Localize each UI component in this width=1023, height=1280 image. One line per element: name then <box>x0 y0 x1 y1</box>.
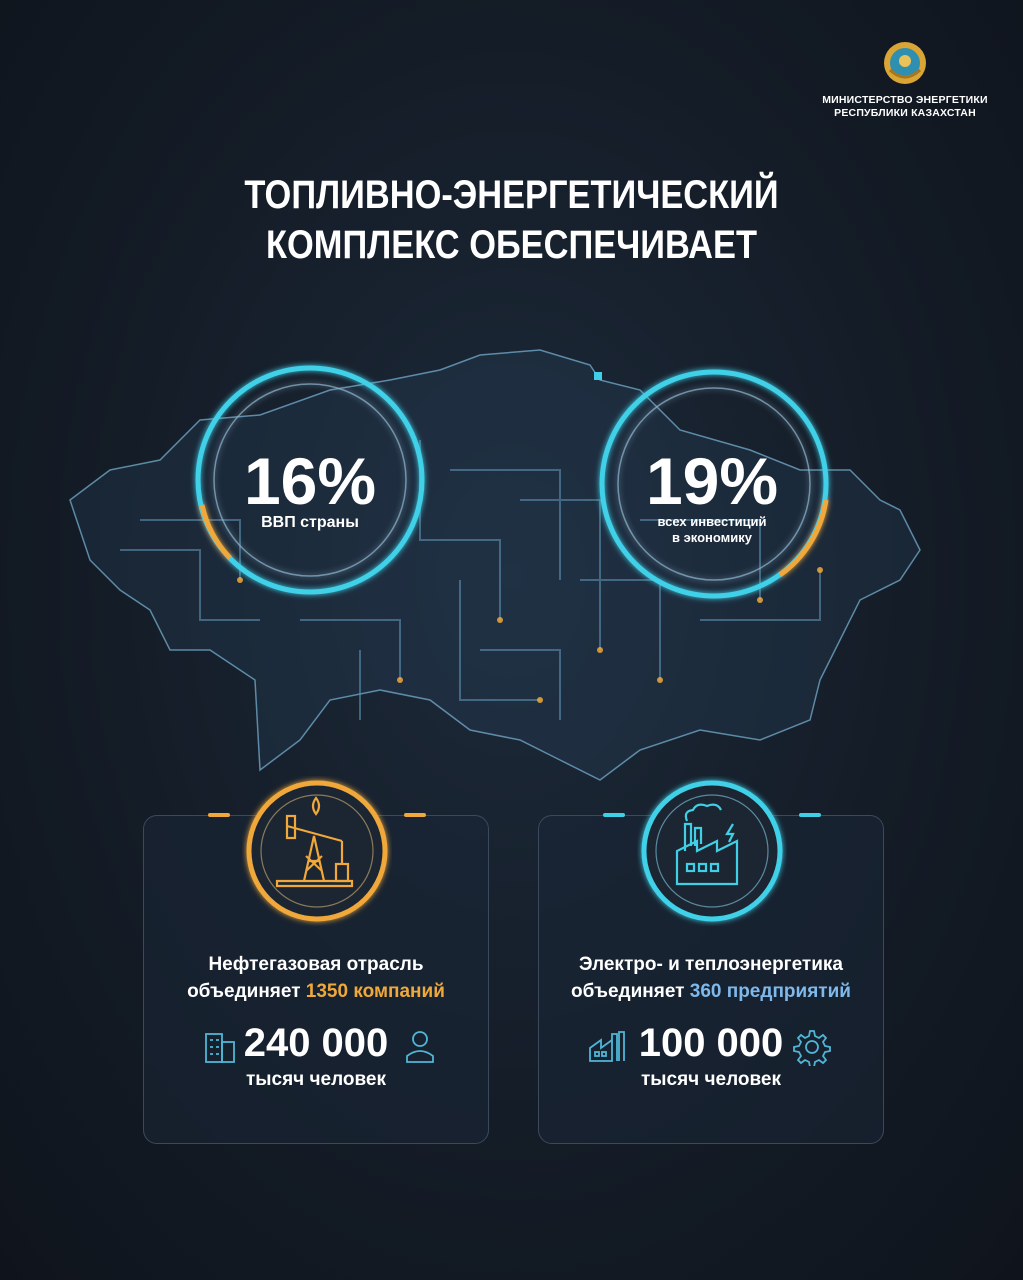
stat-gdp-label: ВВП страны <box>261 514 359 531</box>
state-emblem-icon <box>884 42 926 84</box>
accent-dash <box>208 813 230 817</box>
oil-gas-employees: 240 000 <box>243 1021 389 1065</box>
investment-ring <box>599 369 829 599</box>
ministry-name: МИНИСТЕРСТВО ЭНЕРГЕТИКИ РЕСПУБЛИКИ КАЗАХ… <box>800 94 1010 120</box>
oil-pump-derrick-icon <box>246 780 388 922</box>
accent-dash <box>603 813 625 817</box>
oil-gas-companies-count: 1350 компаний <box>305 981 445 1002</box>
power-card: Электро- и теплоэнергетика объединяет 36… <box>538 780 884 1144</box>
office-building-icon <box>205 1033 235 1063</box>
title-line2: КОМПЛЕКС ОБЕСПЕЧИВАЕТ <box>266 223 757 267</box>
person-icon <box>406 1031 434 1063</box>
oil-gas-card: Нефтегазовая отрасль объединяет 1350 ком… <box>143 780 489 1144</box>
kazakhstan-circuit-map <box>69 349 921 781</box>
stat-investment-label-1: всех инвестиций <box>657 514 767 529</box>
oil-gas-line2-prefix: объединяет <box>187 981 306 1002</box>
accent-dash <box>404 813 426 817</box>
power-plant-factory-icon <box>641 780 783 922</box>
gear-icon <box>793 1030 831 1066</box>
factory-icon <box>589 1031 625 1062</box>
stat-gdp-value: 16% <box>243 444 377 518</box>
gdp-ring <box>195 365 425 595</box>
power-unit: тысяч человек <box>640 1069 782 1090</box>
oil-gas-line2: объединяет 1350 компаний <box>144 978 488 1005</box>
stat-investment-label-2: в экономику <box>671 530 753 545</box>
power-line2: объединяет 360 предприятий <box>539 978 883 1005</box>
title-line1: ТОПЛИВНО-ЭНЕРГЕТИЧЕСКИЙ <box>244 173 779 217</box>
power-line1: Электро- и теплоэнергетика <box>579 954 843 975</box>
ministry-line2: РЕСПУБЛИКИ КАЗАХСТАН <box>834 107 976 119</box>
power-description: Электро- и теплоэнергетика объединяет 36… <box>539 951 883 1005</box>
accent-dash <box>799 813 821 817</box>
ministry-line1: МИНИСТЕРСТВО ЭНЕРГЕТИКИ <box>822 94 988 106</box>
stat-gdp: 16% ВВП страны <box>200 448 420 532</box>
map-outline <box>69 349 921 781</box>
page-title: ТОПЛИВНО-ЭНЕРГЕТИЧЕСКИЙ КОМПЛЕКС ОБЕСПЕЧ… <box>72 170 952 270</box>
oil-gas-line1: Нефтегазовая отрасль <box>208 954 424 975</box>
stat-investment: 19% всех инвестиций в экономику <box>602 448 822 546</box>
power-enterprises-count: 360 предприятий <box>689 981 851 1002</box>
stat-investment-value: 19% <box>645 444 779 518</box>
oil-gas-unit: тысяч человек <box>245 1069 387 1090</box>
power-employees: 100 000 <box>638 1021 784 1065</box>
power-line2-prefix: объединяет <box>571 981 690 1002</box>
oil-gas-description: Нефтегазовая отрасль объединяет 1350 ком… <box>144 951 488 1005</box>
